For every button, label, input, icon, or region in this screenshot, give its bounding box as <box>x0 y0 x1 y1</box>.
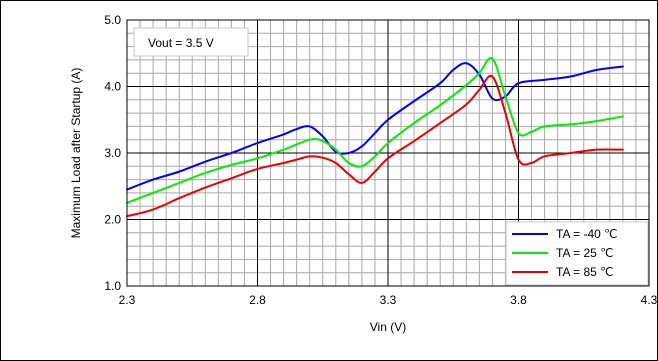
y-tick-label: 4.0 <box>104 80 121 94</box>
series-layer <box>126 56 624 218</box>
x-tick-label: 2.3 <box>119 293 136 307</box>
x-tick-label: 4.3 <box>641 293 658 307</box>
series-line-3 <box>126 74 624 218</box>
x-tick-label: 3.8 <box>510 293 527 307</box>
legend-label: TA = -40 ℃ <box>556 227 618 241</box>
y-tick-labels: 1.0 2.0 3.0 4.0 5.0 <box>104 13 121 293</box>
x-axis-title: Vin (V) <box>370 320 406 334</box>
series-line-1 <box>126 62 624 191</box>
legend-label: TA = 85 ℃ <box>556 265 614 279</box>
series-line-2 <box>126 56 624 204</box>
annotation-box <box>133 27 249 57</box>
legend-label: TA = 25 ℃ <box>556 246 614 260</box>
y-tick-label: 5.0 <box>104 13 121 27</box>
y-tick-label: 1.0 <box>104 279 121 293</box>
y-tick-label: 3.0 <box>104 146 121 160</box>
y-tick-label: 2.0 <box>104 213 121 227</box>
x-tick-label: 2.8 <box>249 293 266 307</box>
y-axis-title: Maximum Load after Startup (A) <box>69 68 83 239</box>
annotation-text: Vout = 3.5 V <box>148 36 214 50</box>
legend: TA = -40 ℃ TA = 25 ℃ TA = 85 ℃ <box>505 221 649 286</box>
plot-border <box>126 19 650 287</box>
x-tick-label: 3.3 <box>380 293 397 307</box>
x-tick-labels: 2.3 2.8 3.3 3.8 4.3 <box>119 293 658 307</box>
